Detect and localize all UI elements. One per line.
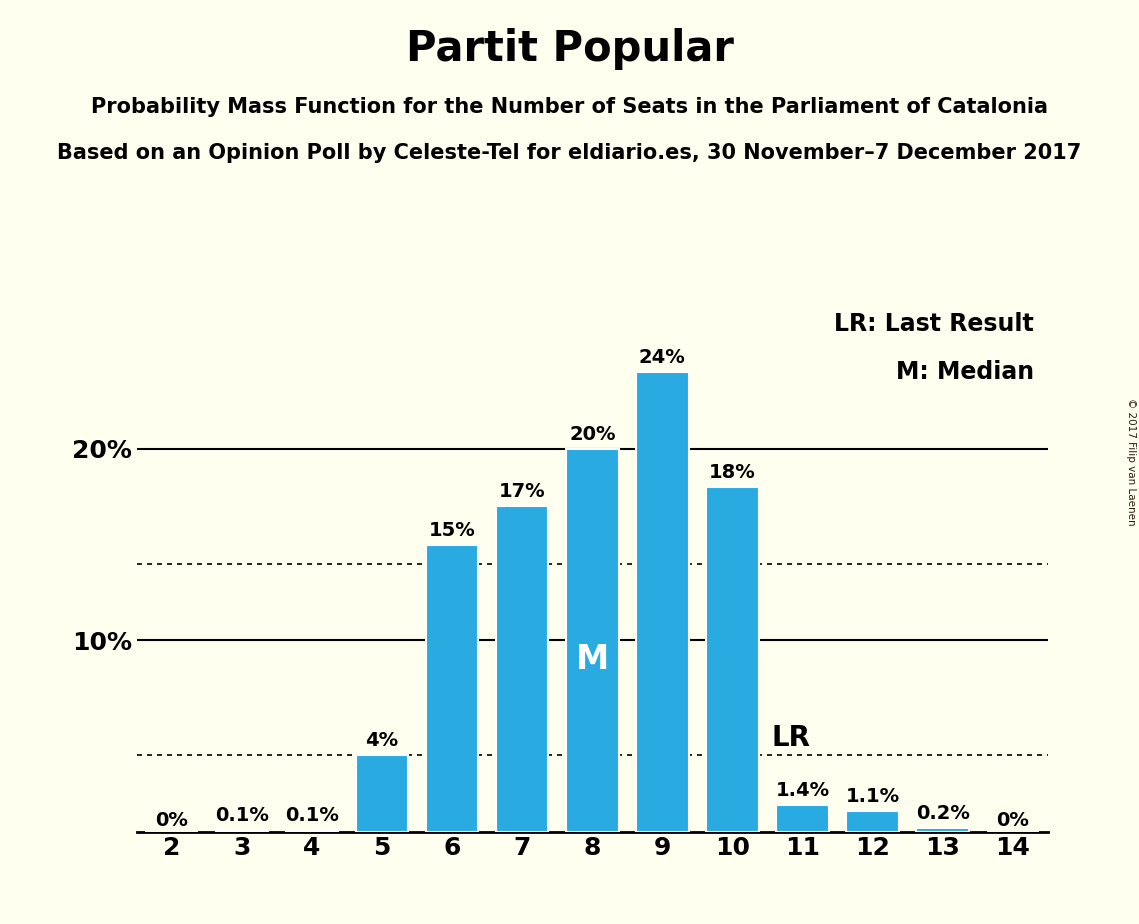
Text: 17%: 17% (499, 482, 546, 502)
Bar (286, 830, 338, 832)
Text: 24%: 24% (639, 348, 686, 368)
Bar (917, 828, 969, 832)
Text: 1.4%: 1.4% (776, 781, 829, 800)
Text: 0%: 0% (155, 810, 188, 830)
Text: 0.1%: 0.1% (285, 806, 338, 825)
Text: Based on an Opinion Poll by Celeste-Tel for eldiario.es, 30 November–7 December : Based on an Opinion Poll by Celeste-Tel … (57, 143, 1082, 164)
Bar (846, 810, 899, 832)
Text: 4%: 4% (366, 731, 399, 750)
Bar (566, 449, 618, 832)
Text: 0.1%: 0.1% (215, 806, 269, 825)
Text: M: Median: M: Median (896, 360, 1034, 384)
Text: Probability Mass Function for the Number of Seats in the Parliament of Catalonia: Probability Mass Function for the Number… (91, 97, 1048, 117)
Bar (706, 487, 759, 832)
Text: LR: Last Result: LR: Last Result (835, 311, 1034, 335)
Bar (355, 755, 408, 832)
Bar (426, 544, 478, 832)
Text: M: M (575, 643, 609, 675)
Text: 15%: 15% (428, 521, 475, 540)
Bar (495, 506, 549, 832)
Text: 1.1%: 1.1% (845, 786, 900, 806)
Text: 18%: 18% (710, 463, 756, 482)
Text: © 2017 Filip van Laenen: © 2017 Filip van Laenen (1126, 398, 1136, 526)
Bar (636, 372, 689, 832)
Bar (215, 830, 268, 832)
Text: 20%: 20% (570, 425, 615, 444)
Bar (777, 805, 829, 832)
Text: 0.2%: 0.2% (916, 804, 969, 823)
Text: Partit Popular: Partit Popular (405, 28, 734, 69)
Text: LR: LR (771, 724, 810, 752)
Text: 0%: 0% (997, 810, 1030, 830)
